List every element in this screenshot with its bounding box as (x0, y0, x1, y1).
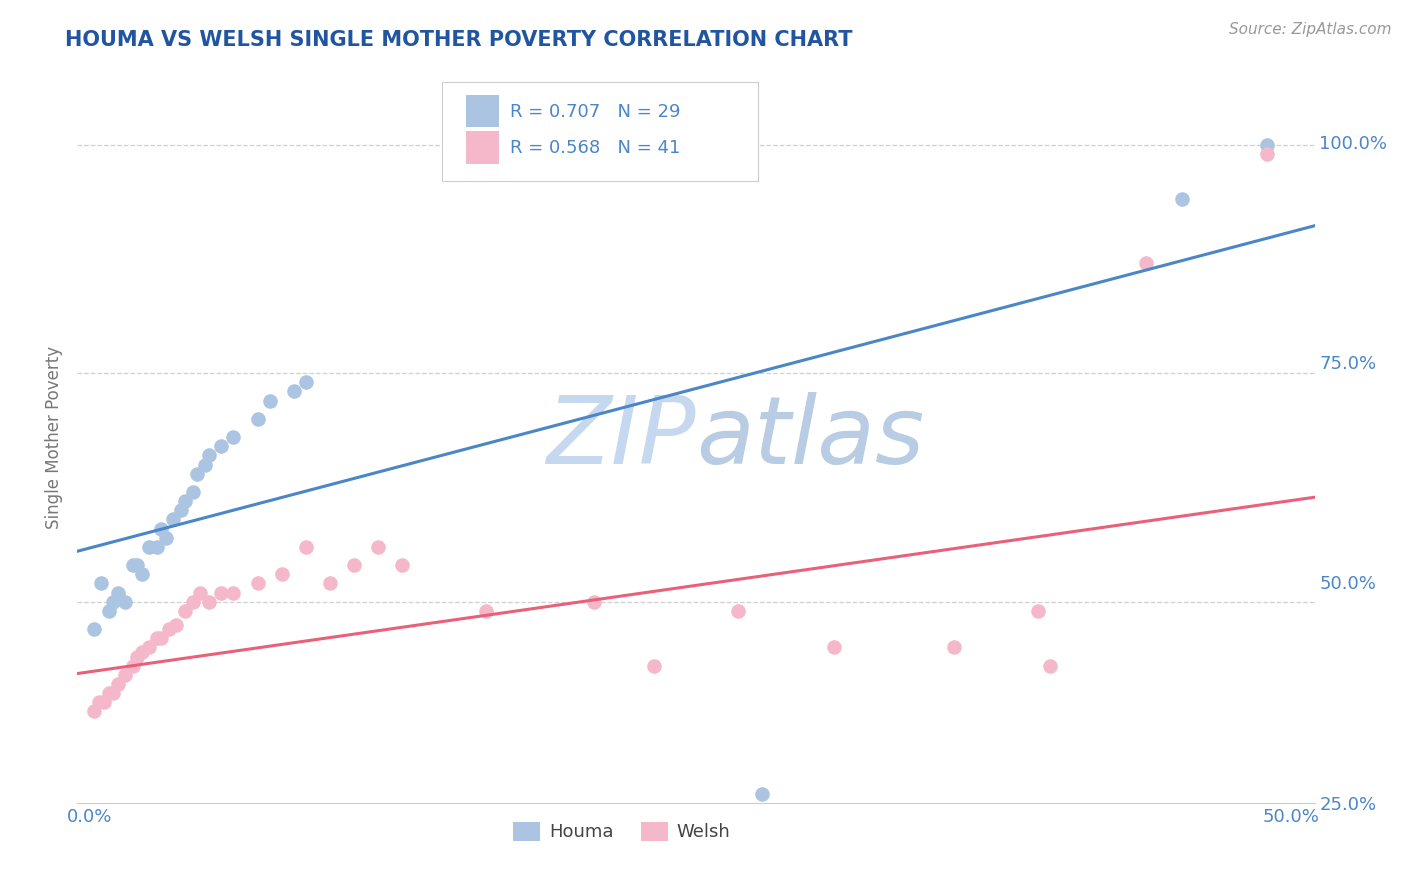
Point (103, 594, 125, 608)
Point (157, 622, 180, 636)
Point (1256, 137, 1278, 152)
Point (138, 640, 160, 655)
Legend: Houma, Welsh: Houma, Welsh (506, 814, 738, 848)
Text: atlas: atlas (696, 392, 924, 483)
Point (343, 558, 366, 573)
Point (90, 576, 112, 591)
Point (246, 576, 269, 591)
Point (222, 585, 245, 599)
Text: R = 0.707   N = 29: R = 0.707 N = 29 (510, 103, 681, 120)
Point (127, 558, 149, 573)
Point (93, 695, 115, 709)
Point (174, 494, 197, 508)
Point (155, 531, 177, 545)
Point (107, 677, 129, 691)
Point (127, 649, 149, 664)
Point (97, 604, 120, 618)
Point (169, 503, 191, 517)
Point (83, 705, 105, 719)
Point (114, 667, 136, 681)
Point (222, 430, 245, 444)
Point (131, 567, 153, 582)
Point (211, 585, 233, 599)
Point (150, 521, 173, 535)
Point (751, 869, 773, 883)
Point (138, 540, 160, 554)
Point (145, 540, 167, 554)
Point (165, 617, 187, 632)
Point (1256, 146, 1278, 161)
Point (103, 686, 125, 700)
Point (114, 594, 136, 608)
Point (107, 585, 129, 599)
Point (174, 604, 197, 618)
Point (283, 384, 305, 399)
Point (87, 695, 110, 709)
Point (162, 512, 184, 526)
Point (97, 686, 120, 700)
Point (181, 594, 204, 608)
Point (582, 594, 605, 608)
Point (211, 439, 233, 453)
FancyBboxPatch shape (465, 131, 499, 163)
FancyBboxPatch shape (465, 95, 499, 127)
Point (188, 585, 211, 599)
Point (131, 645, 153, 659)
Point (121, 658, 143, 673)
Point (391, 558, 413, 573)
Point (1171, 193, 1194, 207)
Point (294, 376, 316, 390)
Point (367, 540, 389, 554)
Point (145, 632, 167, 646)
Point (727, 604, 749, 618)
Point (318, 576, 340, 591)
Point (643, 658, 665, 673)
Text: Source: ZipAtlas.com: Source: ZipAtlas.com (1229, 22, 1392, 37)
Point (121, 558, 143, 573)
Text: R = 0.568   N = 41: R = 0.568 N = 41 (510, 139, 681, 157)
Point (83, 622, 105, 636)
Text: ZIP: ZIP (547, 392, 696, 483)
Point (943, 640, 966, 655)
Point (194, 458, 217, 472)
Y-axis label: Single Mother Poverty: Single Mother Poverty (45, 345, 63, 529)
Point (198, 594, 221, 608)
Point (181, 485, 204, 500)
Text: HOUMA VS WELSH SINGLE MOTHER POVERTY CORRELATION CHART: HOUMA VS WELSH SINGLE MOTHER POVERTY COR… (65, 30, 852, 50)
Point (294, 540, 316, 554)
Point (186, 467, 208, 481)
Point (1026, 604, 1049, 618)
Point (1039, 658, 1062, 673)
Point (198, 448, 221, 462)
FancyBboxPatch shape (443, 82, 758, 181)
Point (1135, 256, 1157, 270)
Point (246, 412, 269, 426)
Point (150, 632, 173, 646)
Point (823, 640, 845, 655)
Point (270, 567, 292, 582)
Point (474, 604, 496, 618)
Point (259, 393, 281, 408)
Point (751, 787, 773, 801)
